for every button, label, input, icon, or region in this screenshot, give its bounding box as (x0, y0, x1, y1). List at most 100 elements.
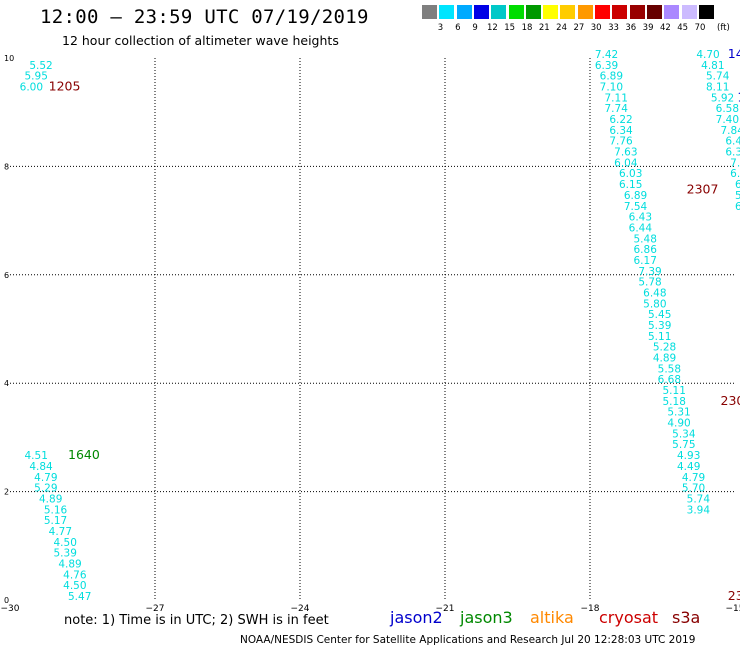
wave-height-label: 7.40 (716, 114, 739, 126)
wave-height-label: 5.75 (672, 439, 695, 451)
wave-height-label: 5.39 (648, 320, 671, 332)
scale-swatch (439, 5, 455, 19)
scale-tick-label: 18 (521, 23, 533, 33)
scale-swatch (681, 5, 697, 19)
wave-height-label: 6. (735, 179, 740, 191)
wave-height-label: 6.00 (20, 82, 43, 94)
y-tick-label: 4 (4, 379, 9, 388)
wave-height-label: 5.47 (68, 591, 91, 603)
wave-height-label: 7.39 (638, 266, 661, 278)
pass-time-label: 1640 (68, 447, 100, 462)
x-tick-label: −24 (291, 604, 310, 614)
scale-swatch (491, 5, 507, 19)
page-subtitle: 12 hour collection of altimeter wave hei… (62, 33, 339, 48)
wave-height-label: 7.11 (605, 92, 628, 104)
wave-height-label: 5.34 (672, 428, 696, 440)
wave-height-label: 5.11 (663, 385, 686, 397)
pass-time-label: 1 (737, 89, 740, 104)
scale-tick-label: 6 (455, 23, 461, 33)
scale-swatch (664, 5, 680, 19)
footer-credit: NOAA/NESDIS Center for Satellite Applica… (240, 634, 696, 646)
scale-swatch (698, 5, 714, 19)
wave-height-label: 7.74 (605, 103, 629, 115)
scale-swatch (543, 5, 559, 19)
scale-tick-label: 3 (437, 23, 444, 33)
legend-altika: altika (530, 608, 574, 627)
wave-height-label: 5.70 (682, 483, 705, 495)
wave-height-label: 7.42 (595, 49, 618, 61)
scale-swatch (473, 5, 489, 19)
pass-time-label: 2306 (721, 393, 740, 408)
wave-height-label: 7.54 (624, 201, 648, 213)
scale-swatch (612, 5, 628, 19)
wave-height-label: 5.11 (648, 331, 671, 343)
scale-tick-label: 21 (538, 23, 550, 33)
wave-height-label: 4.89 (653, 353, 676, 365)
wave-height-label: 4.84 (29, 461, 53, 473)
legend-jason3: jason3 (460, 608, 513, 627)
wave-height-label: 5.48 (634, 233, 657, 245)
wave-height-label: 6.44 (725, 136, 740, 148)
scale-swatch (456, 5, 472, 19)
wave-height-label: 7.76 (609, 136, 633, 148)
wave-height-label: 6.7 (730, 168, 740, 180)
legend-s3a: s3a (672, 608, 701, 627)
scale-tick-label: 15 (504, 23, 516, 33)
scale-tick-label: 45 (677, 23, 689, 33)
wave-height-label: 6.43 (629, 212, 652, 224)
x-tick-label: −18 (581, 604, 600, 614)
wave-height-label: 6.33 (725, 147, 740, 159)
pass-time-label: 1205 (49, 79, 81, 94)
y-tick-label: 2 (4, 488, 9, 497)
legend-jason2: jason2 (390, 608, 443, 627)
wave-height-label: 6.58 (716, 103, 739, 115)
scale-tick-label: 70 (694, 23, 706, 33)
wave-height-label: 6.48 (643, 287, 666, 299)
wave-height-label: 4.51 (25, 450, 48, 462)
pass-time-label: 2307 (687, 182, 719, 197)
wave-height-label: 8.11 (706, 82, 729, 94)
scale-tick-label: 9 (472, 23, 478, 33)
x-tick-label: −30 (1, 604, 20, 614)
wave-height-label: 6.39 (595, 60, 618, 72)
scale-tick-label: 12 (486, 23, 498, 33)
scale-tick-label: 33 (608, 23, 619, 33)
wave-height-label: 4.70 (696, 49, 719, 61)
page-title: 12:00 – 23:59 UTC 07/19/2019 (40, 6, 369, 28)
x-tick-label: −27 (146, 604, 165, 614)
scale-unit-label: (ft) (717, 23, 730, 33)
x-tick-label: −21 (436, 604, 455, 614)
wave-height-label: 6.04 (614, 157, 638, 169)
wave-height-label: 6.44 (629, 222, 653, 234)
wave-height-label: 4.50 (63, 580, 86, 592)
scale-swatch (508, 5, 524, 19)
wave-height-label: 6.17 (634, 255, 657, 267)
wave-height-label: 5.28 (653, 342, 676, 354)
wave-height-label: 6.86 (634, 244, 658, 256)
wave-height-label: 5.29 (34, 483, 57, 495)
wave-height-label: 7.10 (600, 82, 623, 94)
y-tick-label: 8 (4, 162, 9, 171)
wave-height-label: 4.93 (677, 450, 700, 462)
wave-height-label: 4.79 (34, 472, 57, 484)
wave-height-label: 4.50 (54, 537, 77, 549)
scale-swatch (629, 5, 645, 19)
wave-height-label: 5.92 (711, 92, 734, 104)
wave-height-label: 5.45 (648, 309, 671, 321)
wave-height-label: 5.16 (44, 504, 68, 516)
scale-swatch (525, 5, 541, 19)
wave-height-label: 4.77 (49, 526, 72, 538)
wave-height-label: 6.22 (609, 114, 632, 126)
wave-height-label: 5.39 (54, 548, 77, 560)
wave-height-label: 5.74 (706, 71, 730, 83)
wave-height-label: 4.89 (58, 558, 81, 570)
y-tick-label: 6 (4, 271, 9, 280)
y-tick-label: 10 (4, 54, 14, 63)
scale-tick-label: 30 (590, 23, 602, 33)
scale-swatch (422, 5, 437, 19)
wave-height-label: 7.63 (614, 147, 637, 159)
wave-height-label: 6 (735, 201, 740, 213)
wave-height-label: 5.95 (25, 71, 48, 83)
wave-height-label: 6.15 (619, 179, 642, 191)
pass-time-label: 14 (728, 46, 740, 61)
